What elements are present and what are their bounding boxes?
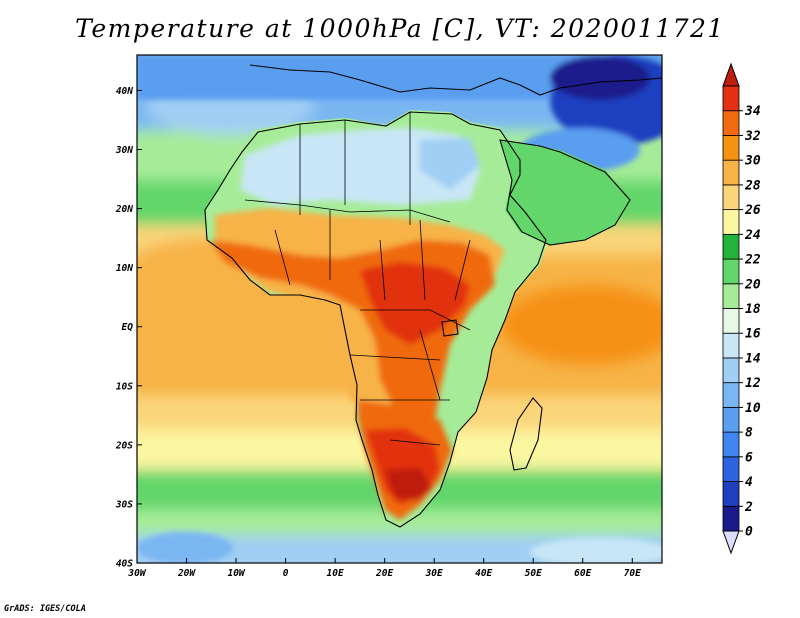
colorbar-swatch (722, 505, 740, 532)
lon-tick-label: 20E (375, 568, 393, 579)
internal-borders (244, 112, 471, 446)
colorbar-label: 10 (745, 401, 761, 416)
colorbar-label: 8 (745, 426, 753, 441)
lon-tick-label: 50E (525, 568, 542, 579)
field-indian-warm (500, 285, 662, 365)
latitude-axis: 40N 30N 20N 10N EQ 10S 20S 30S 40S (115, 86, 142, 570)
colorbar-swatch (722, 308, 740, 334)
field-south-atlantic-cool (137, 532, 233, 563)
lat-tick-label: 20S (115, 440, 133, 451)
lon-tick-label: 20W (177, 568, 196, 579)
grads-credit: GrADS: IGES/COLA (4, 604, 86, 614)
colorbar-label: 2 (744, 500, 753, 515)
colorbar-swatch (722, 233, 740, 260)
colorbar-swatch (722, 431, 740, 458)
colorbar-label: 32 (744, 129, 761, 144)
colorbar-swatch (722, 357, 740, 384)
lat-tick-label: 40S (116, 559, 133, 570)
temperature-field (137, 55, 662, 563)
africa-coastline (204, 111, 547, 528)
colorbar-label: 30 (744, 154, 761, 169)
colorbar-swatch (722, 332, 740, 359)
colorbar-swatch (722, 456, 740, 482)
colorbar-label: 4 (745, 475, 753, 490)
plot-frame (136, 54, 663, 564)
coastlines (204, 64, 662, 528)
lat-tick-label: 30N (115, 145, 133, 156)
lon-tick-label: 70E (624, 568, 641, 579)
madagascar-coastline (509, 397, 543, 471)
lon-tick-label: 10W (227, 568, 245, 579)
field-kalahari-max (385, 468, 432, 500)
colorbar-label: 16 (745, 327, 761, 342)
field-arabia-land (500, 140, 630, 245)
lat-tick-label: 40N (116, 86, 133, 97)
colorbar-swatch (722, 135, 740, 161)
colorbar-label: 28 (744, 178, 761, 193)
lat-tick-label: 20N (115, 204, 133, 215)
colorbar-swatch (722, 209, 740, 235)
lon-tick-label: 40E (475, 568, 492, 579)
colorbar-label: 6 (745, 450, 753, 465)
colorbar-max-triangle (722, 62, 740, 87)
colorbar-swatch (722, 110, 740, 136)
colorbar-label: 24 (744, 228, 761, 243)
colorbar-swatch (722, 406, 740, 433)
lon-tick-label: 30W (127, 568, 146, 579)
field-asia-coldest (550, 56, 650, 100)
lon-tick-label: 30E (425, 568, 443, 579)
colorbar-label: 22 (744, 253, 761, 268)
colorbar-swatch (722, 481, 740, 507)
colorbar-swatch (722, 283, 740, 309)
colorbar-label: 18 (745, 302, 761, 317)
europe-coastline (249, 64, 662, 96)
colorbar-label: 14 (745, 351, 761, 366)
colorbar-swatch (722, 159, 740, 186)
lat-tick-label: 10S (116, 381, 133, 392)
arabia-coastline (499, 139, 631, 246)
lon-tick-label: 0 (283, 568, 289, 579)
colorbar-swatch (722, 184, 740, 211)
colorbar-label: 26 (744, 203, 761, 218)
lat-tick-label: 30S (115, 499, 133, 510)
colorbar-min-triangle (722, 530, 740, 555)
lon-tick-label: 10E (327, 568, 344, 579)
colorbar-swatch (722, 85, 740, 112)
lon-tick-label: 60E (574, 568, 591, 579)
lat-tick-label: 10N (116, 263, 133, 274)
colorbar-label: 0 (745, 525, 753, 540)
colorbar-label: 12 (745, 376, 761, 391)
lat-tick-label: EQ (122, 322, 134, 333)
field-south-indian-pale (530, 538, 662, 563)
field-egypt-cool (420, 138, 480, 190)
colorbar-label: 20 (744, 277, 761, 292)
colorbar-swatch (722, 258, 740, 285)
colorbar-swatch (722, 382, 740, 408)
longitude-axis: 30W 20W 10W 0 10E 20E 30E 40E 50E 60E 70E (127, 558, 641, 579)
lake-victoria (441, 319, 459, 337)
chart-title: Temperature at 1000hPa [C], VT: 20200117… (75, 14, 725, 43)
colorbar-label: 34 (744, 104, 761, 119)
